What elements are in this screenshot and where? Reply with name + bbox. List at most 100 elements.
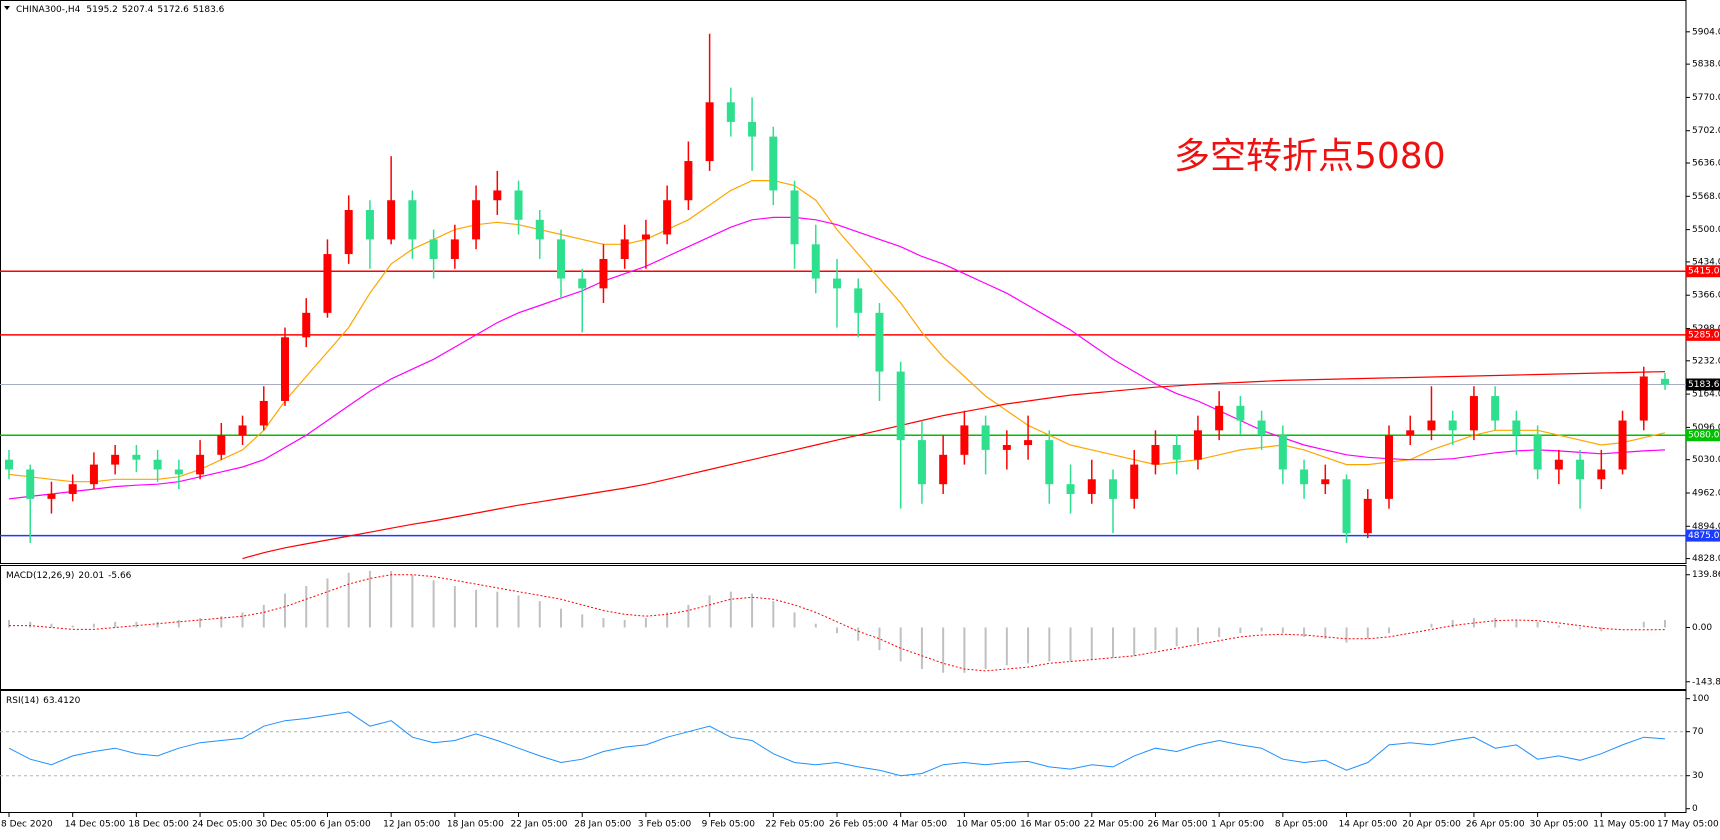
candle-body <box>26 469 35 499</box>
candle-body <box>1321 479 1330 485</box>
candle-body <box>663 200 672 235</box>
x-tick-label: 26 Apr 05:00 <box>1466 820 1525 830</box>
candle-body <box>89 464 98 485</box>
x-tick-label: 20 Apr 05:00 <box>1402 820 1461 830</box>
candle-body <box>1363 498 1372 534</box>
y-tick-label: 5030.0 <box>1692 455 1720 465</box>
y-tick-label: 139.86 <box>1692 570 1720 580</box>
candle-body <box>344 210 353 255</box>
candle-body <box>854 288 863 313</box>
candle-body <box>302 312 311 338</box>
x-tick-label: 26 Feb 05:00 <box>829 820 888 830</box>
candle-body <box>450 239 459 259</box>
x-tick-label: 8 Dec 2020 <box>1 820 53 830</box>
candle-body <box>726 102 735 122</box>
y-tick-label: 5568.0 <box>1692 192 1720 202</box>
candle-body <box>387 200 396 240</box>
candle-body <box>960 425 969 455</box>
candle-body <box>174 469 183 475</box>
level-tag <box>1686 328 1720 341</box>
signal-line <box>9 574 1666 672</box>
candle-body <box>1597 469 1606 480</box>
signal-value: -5.66 <box>108 571 132 581</box>
candle-body <box>1448 420 1457 431</box>
candle-body <box>875 312 884 372</box>
candle-body <box>1554 459 1563 470</box>
candle-body <box>429 239 438 259</box>
y-tick-label: 5838.0 <box>1692 60 1720 70</box>
y-tick-label: 5366.0 <box>1692 291 1720 301</box>
x-tick-label: 22 Mar 05:00 <box>1084 820 1144 830</box>
level-tag <box>1686 429 1720 442</box>
x-tick-label: 12 Jan 05:00 <box>383 820 440 830</box>
candle-body <box>1066 484 1075 494</box>
x-tick-label: 8 Apr 05:00 <box>1275 820 1328 830</box>
candle-body <box>578 278 587 289</box>
candle-body <box>68 484 77 494</box>
y-tick-label: 0 <box>1692 804 1698 814</box>
candle-body <box>1130 464 1139 499</box>
candle-body <box>1172 445 1181 460</box>
candle-body <box>153 459 162 470</box>
candle-body <box>641 234 650 240</box>
rsi-panel-frame <box>0 690 1687 813</box>
candle-body <box>1151 445 1160 465</box>
candle-body <box>1257 420 1266 436</box>
y-tick-label: 0.00 <box>1692 623 1712 633</box>
level-tag-label: 5285.0 <box>1688 330 1720 340</box>
candle-body <box>1300 469 1309 485</box>
rsi-plot <box>0 711 1686 777</box>
y-tick-label: 5096.0 <box>1692 423 1720 433</box>
candle-body <box>557 239 565 279</box>
level-tag-label: 4875.0 <box>1688 531 1720 541</box>
moving-average <box>242 371 1666 560</box>
candle-body <box>1512 420 1521 436</box>
candle-body <box>790 190 799 245</box>
menu-triangle[interactable] <box>4 6 10 10</box>
candle-body <box>684 161 693 201</box>
candle-body <box>217 435 226 455</box>
symbol-header: CHINA300-,H4 5195.2 5207.4 5172.6 5183.6 <box>16 5 225 15</box>
candle-body <box>981 425 990 450</box>
level-tag <box>1686 529 1720 542</box>
level-tag <box>1686 265 1720 278</box>
x-tick-label: 6 Jan 05:00 <box>319 820 371 830</box>
candle-body <box>1427 420 1436 431</box>
candle-body <box>259 400 268 426</box>
rsi-header: RSI(14) 63.4120 <box>6 696 81 706</box>
y-tick-label: 5232.0 <box>1692 356 1720 366</box>
candle-body <box>111 454 120 465</box>
candle-body <box>811 244 820 279</box>
candle-body <box>1236 405 1245 421</box>
candle-body <box>238 425 247 436</box>
candle-body <box>493 190 502 201</box>
level-tag-label: 5415.0 <box>1688 267 1720 277</box>
y-tick-label: 5164.0 <box>1692 390 1720 400</box>
current-price-label: 5183.6 <box>1688 380 1720 390</box>
candle-body <box>1469 396 1478 431</box>
macd-header: MACD(12,26,9) 20.01 -5.66 <box>6 571 132 581</box>
x-tick-label: 22 Jan 05:00 <box>511 820 568 830</box>
candle-body <box>599 258 608 289</box>
y-tick-label: 5636.0 <box>1692 159 1720 169</box>
macd-value: 20.01 <box>78 571 104 581</box>
candle-body <box>748 121 757 137</box>
level-tag-label: 5080.0 <box>1688 431 1720 441</box>
low: 5172.6 <box>157 5 189 15</box>
x-tick-label: 14 Dec 05:00 <box>65 820 126 830</box>
y-tick-label: 100 <box>1692 694 1709 704</box>
price-plot <box>0 33 1686 560</box>
candle-body <box>1193 430 1202 460</box>
candle-body <box>1109 479 1117 499</box>
x-tick-label: 22 Feb 05:00 <box>765 820 824 830</box>
candle-body <box>917 440 926 485</box>
candle-body <box>1024 440 1033 446</box>
candle-body <box>1278 435 1287 470</box>
macd-title: MACD(12,26,9) <box>6 571 74 581</box>
candle-body <box>1087 479 1096 494</box>
x-tick-label: 18 Dec 05:00 <box>128 820 189 830</box>
candle-body <box>196 454 205 475</box>
x-tick-label: 30 Dec 05:00 <box>256 820 317 830</box>
